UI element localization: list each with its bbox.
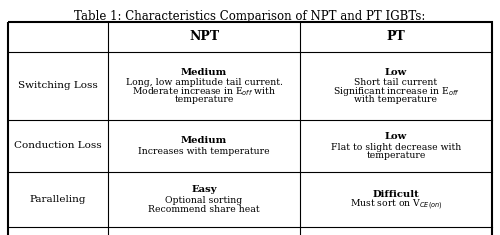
- Text: Must sort on V$_{CE(on)}$: Must sort on V$_{CE(on)}$: [350, 197, 442, 212]
- Text: Table 1: Characteristics Comparison of NPT and PT IGBTs:: Table 1: Characteristics Comparison of N…: [74, 10, 426, 23]
- Text: Easy: Easy: [191, 185, 217, 195]
- Text: Long, low amplitude tail current.: Long, low amplitude tail current.: [126, 78, 282, 87]
- Text: Significant increase in E$_{off}$: Significant increase in E$_{off}$: [332, 85, 460, 98]
- Text: Medium: Medium: [181, 68, 227, 77]
- Text: temperature: temperature: [174, 95, 234, 104]
- Text: PT: PT: [386, 31, 406, 43]
- Text: Paralleling: Paralleling: [30, 195, 86, 204]
- Text: Conduction Loss: Conduction Loss: [14, 141, 102, 150]
- Text: Switching Loss: Switching Loss: [18, 82, 98, 90]
- Text: Flat to slight decrease with: Flat to slight decrease with: [331, 142, 461, 152]
- Text: Low: Low: [385, 132, 407, 141]
- Text: NPT: NPT: [189, 31, 219, 43]
- Text: Low: Low: [385, 68, 407, 77]
- Text: Short tail current: Short tail current: [354, 78, 438, 87]
- Text: with temperature: with temperature: [354, 95, 438, 104]
- Text: Optional sorting: Optional sorting: [166, 196, 242, 205]
- Text: Increases with temperature: Increases with temperature: [138, 147, 270, 156]
- Text: Difficult: Difficult: [372, 190, 420, 199]
- Text: Recommend share heat: Recommend share heat: [148, 204, 260, 214]
- Text: Medium: Medium: [181, 136, 227, 145]
- Text: Moderate increase in E$_{off}$ with: Moderate increase in E$_{off}$ with: [132, 85, 276, 98]
- Text: temperature: temperature: [366, 151, 426, 160]
